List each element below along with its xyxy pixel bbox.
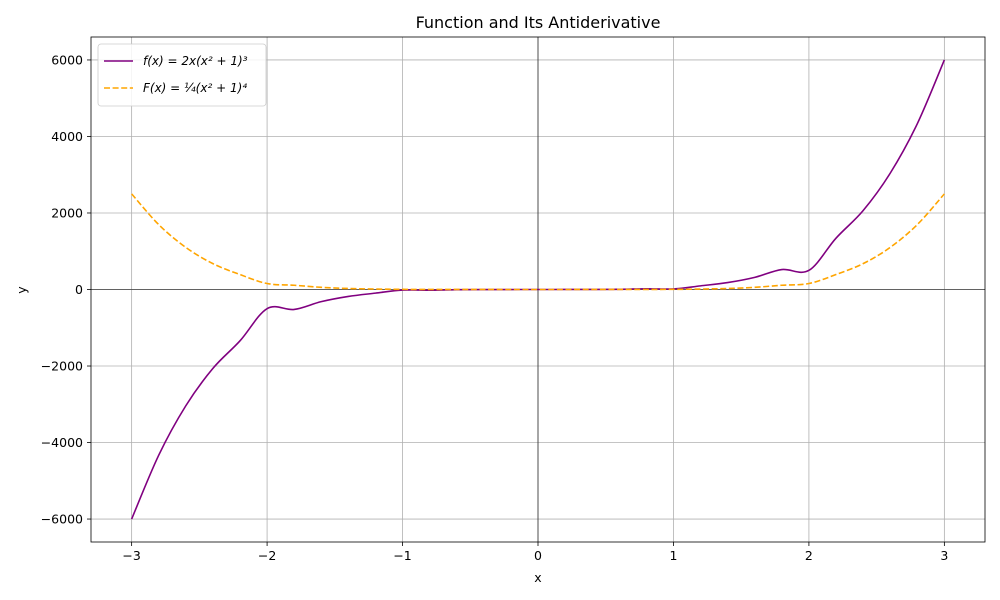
y-tick-label: −6000 [41, 512, 83, 527]
x-tick-label: 1 [669, 548, 677, 563]
x-tick-label: −1 [393, 548, 411, 563]
y-axis-label: y [14, 286, 29, 294]
x-axis-label: x [534, 570, 541, 585]
x-tick-label: 2 [805, 548, 813, 563]
series-line-f [130, 59, 946, 520]
legend-label-F: F(x) = ¼(x² + 1)⁴ [143, 81, 247, 95]
axis-ticks: −3 −2 −1 0 1 2 3 −6000 −4000 −2000 0 2000 4000 6000 [41, 52, 949, 563]
y-tick-label: 2000 [51, 205, 83, 220]
y-tick-label: −2000 [41, 359, 83, 374]
legend-box [97, 43, 267, 107]
x-tick-label: −2 [258, 548, 276, 563]
x-tick-label: −3 [122, 548, 140, 563]
series-line-F [131, 193, 945, 291]
series-lines [130, 59, 946, 520]
legend: f(x) = 2x(x² + 1)³ F(x) = ¼(x² + 1)⁴ [97, 43, 267, 107]
x-tick-label: 3 [940, 548, 948, 563]
legend-label-f: f(x) = 2x(x² + 1)³ [143, 54, 248, 68]
x-tick-label: 0 [534, 548, 542, 563]
chart-title: Function and Its Antiderivative [416, 13, 661, 32]
y-tick-label: 6000 [51, 52, 83, 67]
y-tick-label: 0 [75, 282, 83, 297]
y-tick-label: 4000 [51, 129, 83, 144]
y-tick-label: −4000 [41, 435, 83, 450]
